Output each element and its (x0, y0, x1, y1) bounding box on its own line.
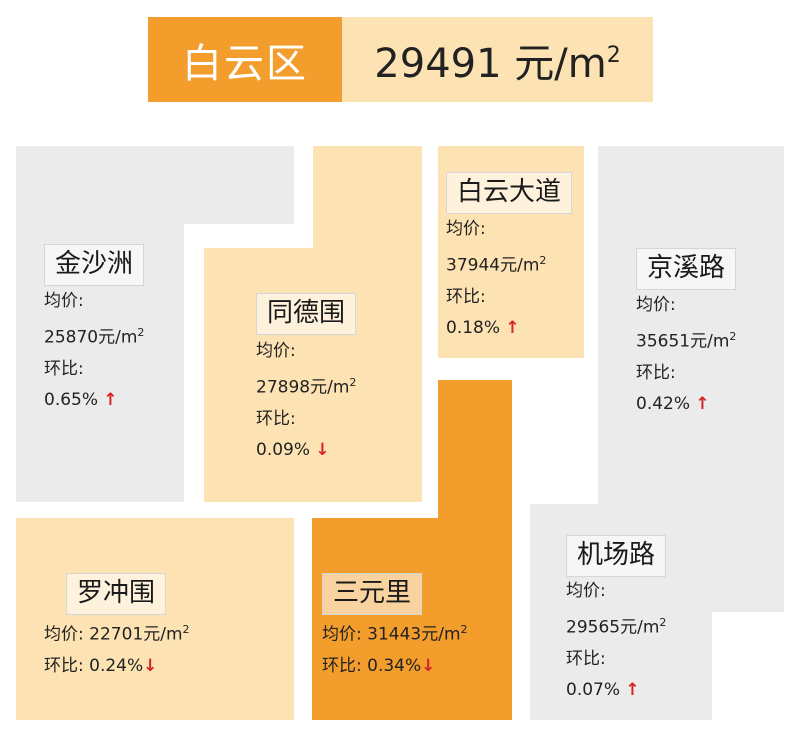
region-tongdewei-block-top (313, 146, 422, 248)
arrow-down-icon: ↓ (143, 655, 158, 676)
arrow-up-icon: ↑ (625, 679, 640, 700)
region-info-jinshazhou: 均价: 25870元/m2 环比: 0.65% ↑ (44, 291, 145, 410)
district-average-price: 29491 元/m 2 (374, 40, 621, 87)
arrow-up-icon: ↑ (103, 389, 118, 410)
district-name: 白云区 (148, 17, 342, 102)
region-info-jichanglu: 均价: 29565元/m2 环比: 0.07% ↑ (566, 581, 667, 700)
region-info-jingxilu: 均价: 35651元/m2 环比: 0.42% ↑ (636, 295, 737, 414)
region-label-jinshazhou: 金沙洲 (44, 244, 145, 286)
region-info-sanyuanli: 均价: 31443元/m2 环比: 0.34%↓ (322, 623, 468, 676)
region-label-baiyundadao: 白云大道 (446, 172, 573, 214)
region-label-jingxilu: 京溪路 (636, 248, 737, 290)
region-label-luochongwei: 罗冲围 (66, 573, 167, 615)
district-header: 白云区 29491 元/m 2 (148, 17, 653, 102)
region-luochongwei-block (16, 518, 294, 720)
region-label-sanyuanli: 三元里 (322, 573, 423, 615)
arrow-up-icon: ↑ (505, 317, 520, 338)
region-tongdewei-block (204, 248, 422, 502)
region-sanyuanli-block (312, 518, 512, 720)
region-label-jichanglu: 机场路 (566, 535, 667, 577)
region-jinshazhou-block-top (16, 146, 294, 224)
arrow-down-icon: ↓ (421, 655, 436, 676)
region-info-tongdewei: 均价: 27898元/m2 环比: 0.09% ↓ (256, 341, 357, 460)
arrow-up-icon: ↑ (695, 393, 710, 414)
region-label-tongdewei: 同德围 (256, 293, 357, 335)
region-info-luochongwei: 均价: 22701元/m2 环比: 0.24%↓ (44, 623, 190, 676)
region-info-baiyundadao: 均价: 37944元/m2 环比: 0.18% ↑ (446, 219, 547, 338)
arrow-down-icon: ↓ (315, 439, 330, 460)
region-sanyuanli-block-top (438, 380, 512, 518)
